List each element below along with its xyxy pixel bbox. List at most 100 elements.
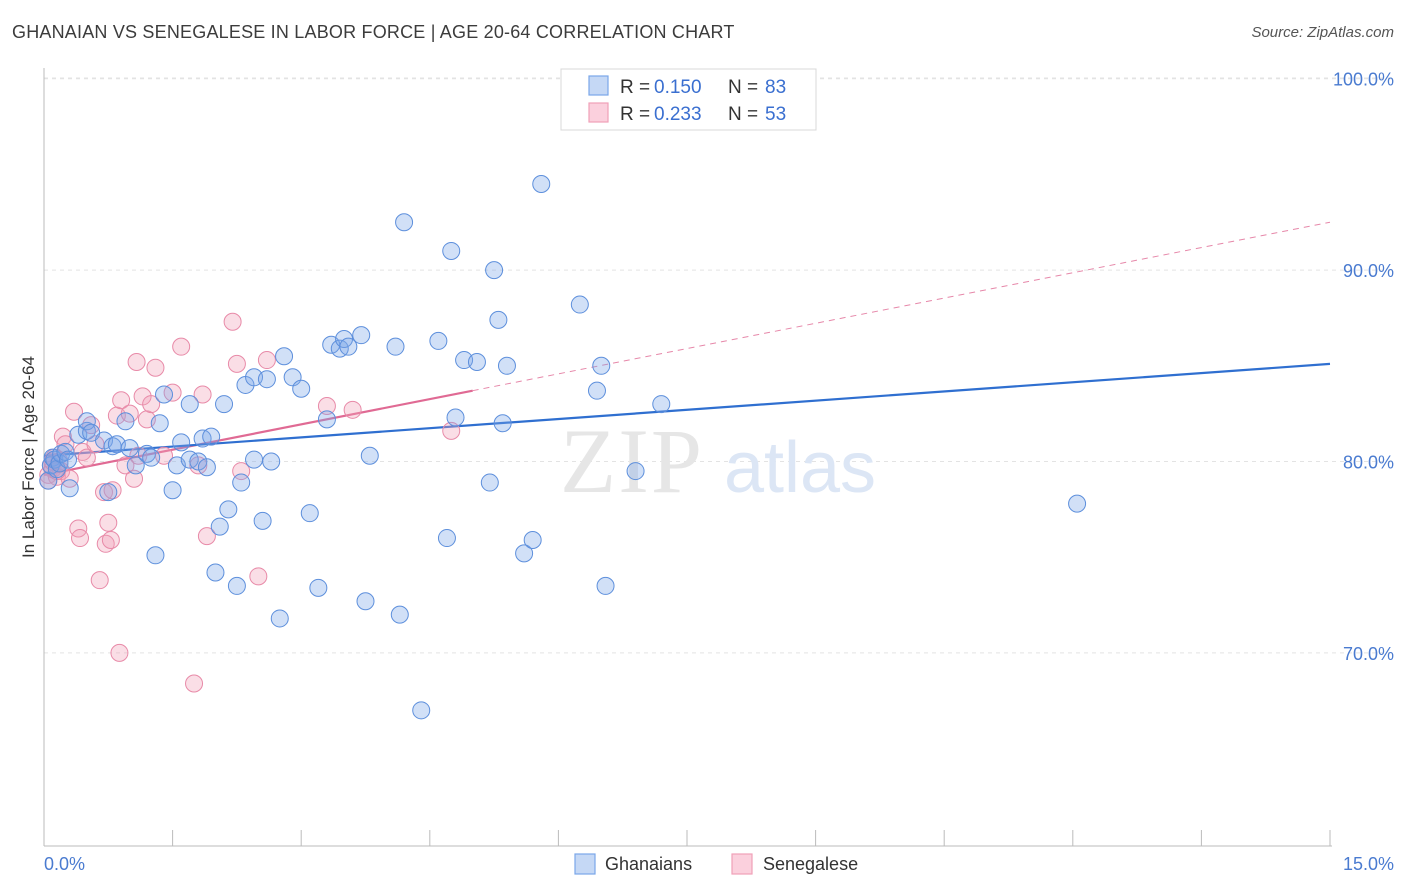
ghanaian-point bbox=[596, 576, 615, 595]
legend-n-value-ghanaians: 83 bbox=[765, 77, 786, 98]
senegalese-point bbox=[185, 674, 204, 693]
ghanaian-point bbox=[317, 410, 336, 429]
legend-r-value-ghanaians: 0.150 bbox=[654, 77, 702, 98]
series-legend: Ghanaians Senegalese bbox=[574, 853, 858, 875]
gridlines bbox=[44, 77, 1394, 654]
legend-r-label-ghanaians: R = bbox=[620, 77, 650, 98]
ghanaian-trend-line bbox=[43, 362, 1331, 457]
ghanaian-point bbox=[59, 450, 78, 469]
ghanaian-point bbox=[360, 446, 379, 465]
senegalese-point bbox=[227, 354, 246, 373]
ghanaian-point bbox=[532, 174, 551, 193]
senegalese-point bbox=[90, 571, 109, 590]
ghanaian-point bbox=[60, 479, 79, 498]
chart-title: GHANAIAN VS SENEGALESE IN LABOR FORCE | … bbox=[12, 22, 735, 42]
y-tick-label-70: 70.0% bbox=[1343, 644, 1394, 664]
senegalese-trend bbox=[43, 221, 1331, 476]
ghanaian-point bbox=[262, 452, 281, 471]
legend-r-value-senegalese: 0.233 bbox=[654, 104, 702, 125]
ghanaian-point bbox=[570, 295, 589, 314]
ghanaian-point bbox=[352, 326, 371, 345]
ghanaian-points bbox=[39, 174, 1087, 720]
ghanaian-point bbox=[386, 337, 405, 356]
stats-legend: R = 0.150 N = 83 R = 0.233 N = 53 bbox=[560, 68, 817, 131]
legend-n-value-senegalese: 53 bbox=[765, 104, 786, 125]
senegalese-point bbox=[112, 391, 131, 410]
ghanaian-point bbox=[275, 347, 294, 366]
ghanaian-point bbox=[180, 395, 199, 414]
watermark: ZIP atlas bbox=[560, 410, 876, 512]
senegalese-trend-line bbox=[43, 389, 473, 476]
y-tick-label-100: 100.0% bbox=[1333, 70, 1394, 90]
watermark-atlas: atlas bbox=[724, 428, 876, 508]
senegalese-point bbox=[56, 435, 75, 454]
y-tick-label-80: 80.0% bbox=[1343, 453, 1394, 473]
series-legend-swatch-senegalese bbox=[731, 853, 753, 875]
ghanaian-point bbox=[480, 473, 499, 492]
ghanaian-point bbox=[99, 483, 118, 502]
senegalese-point bbox=[343, 400, 362, 419]
senegalese-point bbox=[77, 448, 96, 467]
senegalese-point bbox=[249, 567, 268, 586]
senegalese-point bbox=[317, 396, 336, 415]
senegalese-point bbox=[125, 469, 144, 488]
senegalese-point bbox=[142, 395, 161, 414]
ghanaian-point bbox=[245, 450, 264, 469]
senegalese-point bbox=[71, 529, 90, 548]
ghanaian-point bbox=[202, 427, 221, 446]
ghanaian-point bbox=[206, 563, 225, 582]
senegalese-point bbox=[257, 351, 276, 370]
ghanaian-point bbox=[215, 395, 234, 414]
series-legend-swatch-ghanaians bbox=[574, 853, 596, 875]
y-tick-labels: 70.0% 80.0% 90.0% 100.0% bbox=[1333, 70, 1394, 664]
senegalese-point bbox=[172, 337, 191, 356]
ghanaian-point bbox=[77, 412, 96, 431]
ghanaian-point bbox=[1068, 494, 1087, 513]
ghanaian-point bbox=[309, 578, 328, 597]
ghanaian-point bbox=[50, 454, 69, 473]
legend-n-label-senegalese: N = bbox=[728, 104, 758, 125]
ghanaian-point bbox=[390, 605, 409, 624]
ghanaian-point bbox=[356, 592, 375, 611]
series-legend-senegalese: Senegalese bbox=[763, 854, 858, 874]
ghanaian-point bbox=[197, 458, 216, 477]
ghanaian-point bbox=[126, 456, 145, 475]
senegalese-point bbox=[101, 530, 120, 549]
ghanaian-point bbox=[626, 462, 645, 481]
legend-n-label-ghanaians: N = bbox=[728, 77, 758, 98]
ghanaian-point bbox=[395, 213, 414, 232]
y-tick-label-90: 90.0% bbox=[1343, 261, 1394, 281]
ghanaian-point bbox=[592, 356, 611, 375]
legend-swatch-senegalese bbox=[588, 102, 609, 123]
ghanaian-point bbox=[493, 414, 512, 433]
ghanaian-point bbox=[142, 448, 161, 467]
source-label: Source: ZipAtlas.com bbox=[1251, 24, 1394, 41]
ghanaian-point bbox=[437, 529, 456, 548]
senegalese-point bbox=[146, 358, 165, 377]
senegalese-point bbox=[65, 402, 84, 421]
ghanaian-point bbox=[210, 517, 229, 536]
ghanaian-point bbox=[172, 433, 191, 452]
watermark-zip: ZIP bbox=[560, 410, 704, 512]
ghanaian-point bbox=[652, 395, 671, 414]
senegalese-point bbox=[197, 527, 216, 546]
ghanaian-point bbox=[219, 500, 238, 519]
ghanaian-point bbox=[155, 385, 174, 404]
ghanaian-point bbox=[253, 511, 272, 530]
ghanaian-point bbox=[300, 504, 319, 523]
senegalese-point bbox=[116, 456, 135, 475]
ghanaian-point bbox=[489, 310, 508, 329]
y-axis-title: In Labor Force | Age 20-64 bbox=[19, 356, 38, 558]
ghanaian-point bbox=[120, 439, 139, 458]
ghanaian-trend bbox=[43, 362, 1331, 457]
ghanaian-point bbox=[189, 452, 208, 471]
legend-swatch-ghanaians bbox=[588, 75, 609, 96]
ghanaian-point bbox=[467, 352, 486, 371]
ghanaian-point bbox=[515, 544, 534, 563]
ghanaian-point bbox=[150, 414, 169, 433]
senegalese-point bbox=[223, 312, 242, 331]
ghanaian-point bbox=[485, 261, 504, 280]
legend-r-label-senegalese: R = bbox=[620, 104, 650, 125]
senegalese-point bbox=[69, 519, 88, 538]
